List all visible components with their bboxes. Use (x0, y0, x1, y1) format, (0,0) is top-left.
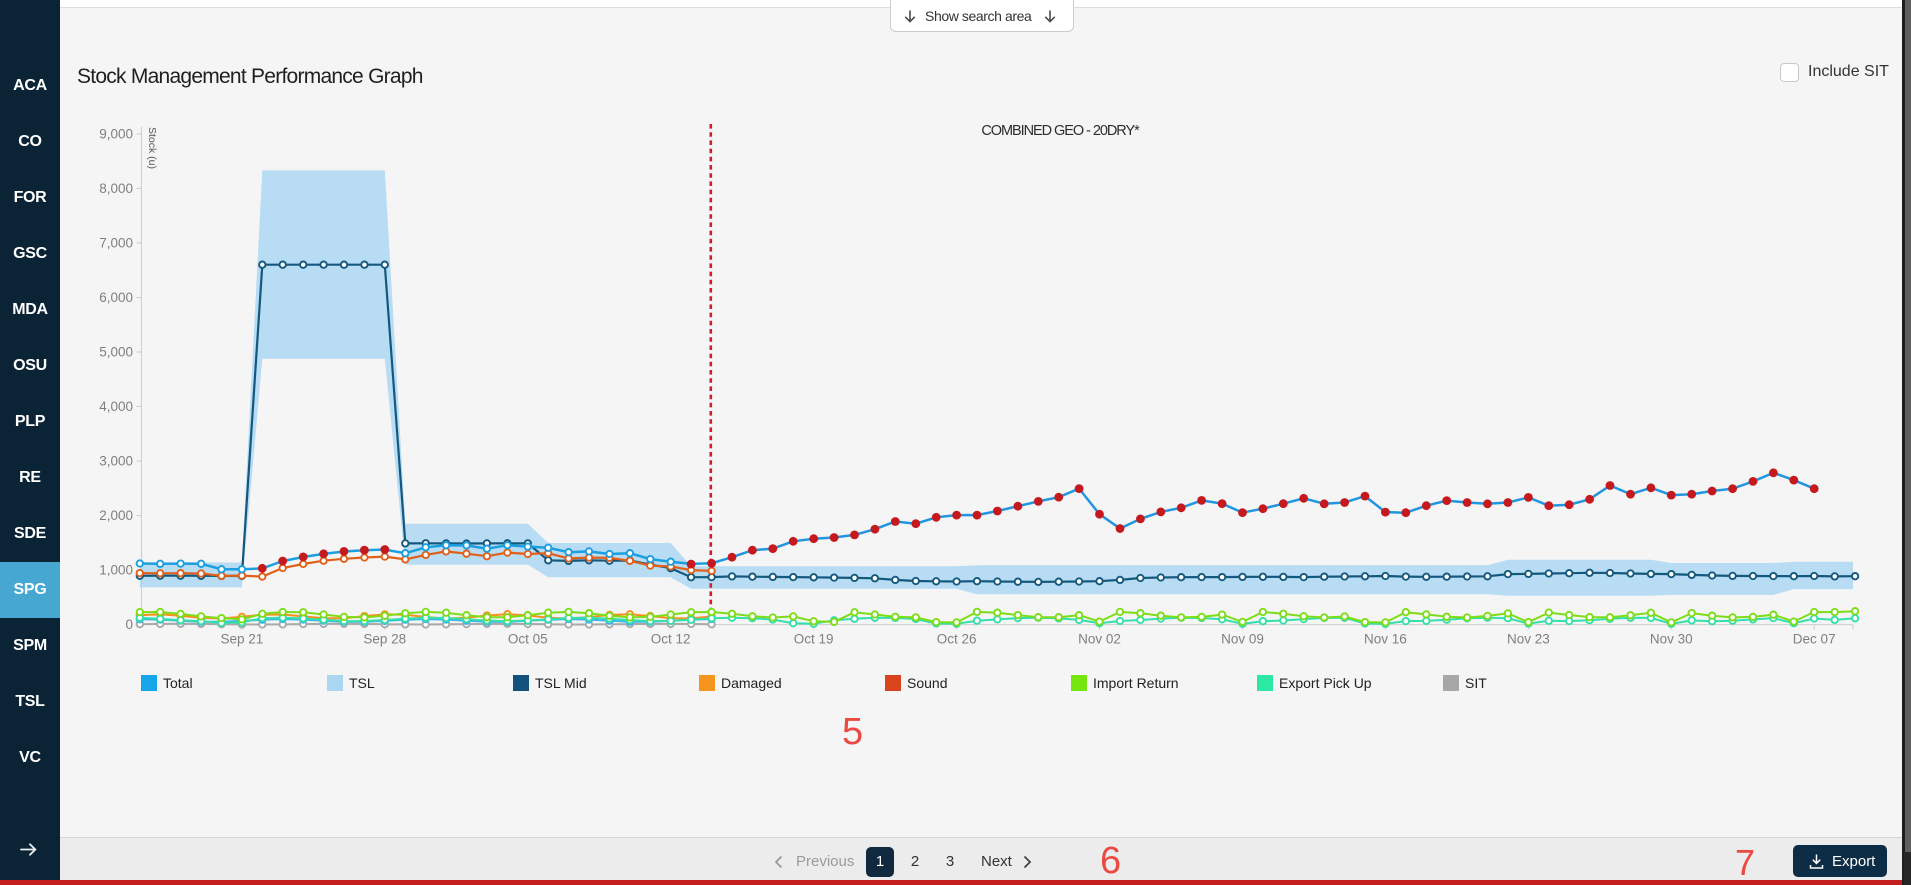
svg-text:Nov 09: Nov 09 (1221, 632, 1264, 647)
svg-text:7,000: 7,000 (99, 235, 133, 250)
svg-text:Sep 21: Sep 21 (221, 632, 264, 647)
svg-text:Nov 30: Nov 30 (1650, 632, 1693, 647)
svg-text:Oct 26: Oct 26 (937, 632, 977, 647)
svg-text:Nov 16: Nov 16 (1364, 632, 1407, 647)
svg-text:Sep 28: Sep 28 (363, 632, 406, 647)
svg-text:9,000: 9,000 (99, 126, 133, 141)
svg-text:Nov 02: Nov 02 (1078, 632, 1121, 647)
svg-text:Dec 07: Dec 07 (1793, 632, 1836, 647)
svg-text:6,000: 6,000 (99, 290, 133, 305)
svg-text:COMBINED GEO - 20DRY*: COMBINED GEO - 20DRY* (981, 123, 1140, 139)
svg-text:Oct 12: Oct 12 (651, 632, 691, 647)
svg-text:Oct 19: Oct 19 (794, 632, 834, 647)
svg-text:0: 0 (125, 617, 133, 632)
svg-text:Stock (u): Stock (u) (146, 127, 158, 169)
svg-text:Oct 05: Oct 05 (508, 632, 548, 647)
svg-text:4,000: 4,000 (99, 399, 133, 414)
svg-text:5,000: 5,000 (99, 345, 133, 360)
svg-text:8,000: 8,000 (99, 181, 133, 196)
svg-text:3,000: 3,000 (99, 454, 133, 469)
svg-text:2,000: 2,000 (99, 508, 133, 523)
svg-text:Nov 23: Nov 23 (1507, 632, 1550, 647)
svg-text:1,000: 1,000 (99, 563, 133, 578)
